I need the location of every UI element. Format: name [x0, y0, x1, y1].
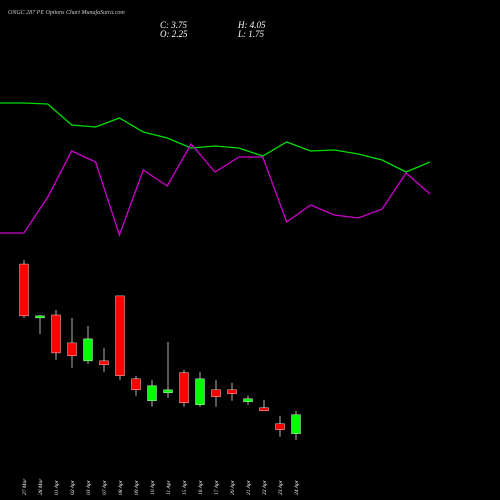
x-tick-label: 02 Apr — [70, 479, 76, 495]
x-tick-label: 03 Apr — [86, 479, 92, 495]
x-tick-label: 27 Mar — [22, 478, 28, 495]
close-label: C: — [160, 20, 169, 30]
close-value: 3.75 — [170, 20, 187, 30]
x-tick-label: 24 Apr — [293, 479, 300, 495]
candle-body — [243, 398, 253, 402]
candle-body — [211, 389, 221, 397]
x-tick-label: 22 Apr — [262, 479, 268, 495]
x-tick-label: 01 Apr — [54, 479, 60, 495]
x-tick-label: 08 Apr — [118, 479, 124, 495]
high-value: 4.05 — [250, 20, 266, 30]
candle-body — [275, 423, 285, 430]
chart-title: ONGC 287 PE Options Chart MunafaSutra.co… — [8, 9, 125, 16]
low-value: 1.75 — [248, 29, 264, 39]
candle-body — [195, 378, 205, 405]
x-tick-label: 15 Apr — [182, 479, 188, 495]
x-tick-label: 20 Apr — [230, 479, 236, 495]
x-tick-label: 17 Apr — [214, 479, 220, 495]
candle-body — [163, 389, 173, 393]
close-readout: C: 3.75 — [160, 20, 188, 30]
candle-body — [179, 372, 189, 403]
x-tick-label: 11 Apr — [166, 480, 172, 495]
open-label: O: — [160, 29, 170, 39]
candle-body — [35, 315, 45, 319]
candle-body — [51, 314, 61, 354]
candle-body — [83, 338, 93, 362]
low-readout: L: 1.75 — [237, 29, 265, 39]
x-tick-label: 10 Apr — [150, 479, 156, 495]
high-label: H: — [237, 20, 248, 30]
candle-body — [227, 389, 237, 394]
open-readout: O: 2.25 — [160, 29, 188, 39]
candle-body — [131, 378, 141, 391]
candle-body — [99, 360, 109, 365]
x-tick-label: 16 Apr — [198, 479, 204, 495]
x-tick-label: 21 Apr — [246, 479, 252, 495]
high-readout: H: 4.05 — [237, 20, 266, 30]
candle-body — [259, 407, 269, 411]
x-tick-label: 07 Apr — [102, 479, 108, 495]
x-tick-label: 09 Apr — [134, 479, 140, 495]
candle-body — [147, 385, 157, 401]
x-tick-label: 23 Apr — [278, 479, 284, 495]
candle-body — [115, 295, 125, 376]
candle-body — [19, 263, 29, 317]
low-label: L: — [237, 29, 246, 39]
open-value: 2.25 — [172, 29, 188, 39]
x-tick-label: 28 Mar — [38, 478, 44, 495]
indicator-line — [0, 142, 431, 237]
candle-body — [291, 414, 301, 434]
indicator-line — [0, 102, 431, 173]
candle-body — [67, 342, 77, 357]
